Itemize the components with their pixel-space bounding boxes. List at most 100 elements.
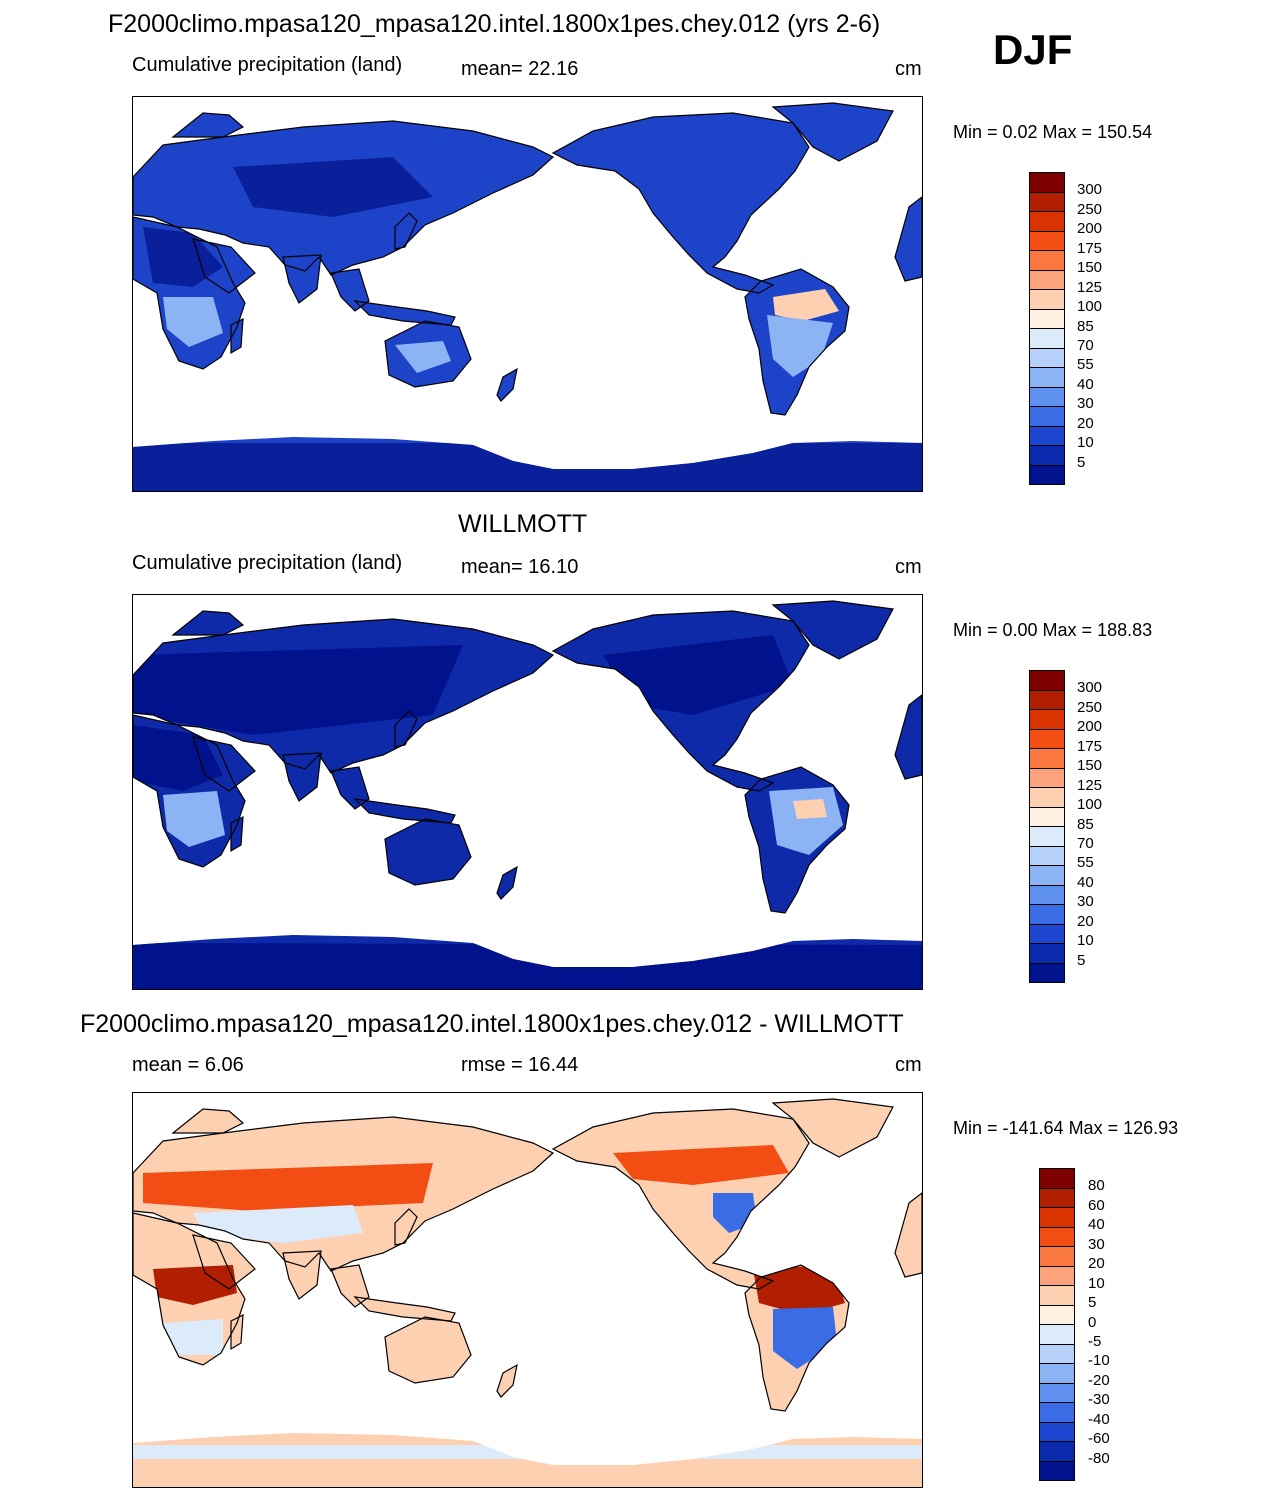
coastline <box>133 120 555 276</box>
land-antarctica <box>133 1433 922 1487</box>
colorbar-swatch <box>1030 768 1064 788</box>
colorbar-swatch <box>1030 827 1064 847</box>
colorbar-tick-label: 20 <box>1088 1255 1105 1273</box>
colorbar-tick-label: 175 <box>1077 239 1103 257</box>
colorbar-tick-label: 10 <box>1088 1274 1105 1292</box>
coastline <box>133 1212 246 1366</box>
precip-region <box>133 443 922 491</box>
colorbar-tick-label: 0 <box>1088 1313 1097 1331</box>
panel-1-map <box>132 96 923 492</box>
coastline <box>171 610 245 636</box>
colorbar-tick-label: 5 <box>1088 1294 1097 1312</box>
land-westafrica-right <box>895 197 922 281</box>
coastline <box>230 317 244 355</box>
colorbar-swatch <box>1030 788 1064 808</box>
precip-region <box>153 1265 237 1305</box>
colorbar-tick-label: 125 <box>1077 278 1103 296</box>
panel-2-minmax: Min = 0.00 Max = 188.83 <box>953 620 1153 640</box>
colorbar-swatch <box>1030 729 1064 749</box>
panel-1-variable: Cumulative precipitation (land) <box>132 54 403 76</box>
land-greenland <box>773 103 893 161</box>
colorbar-tick-label: -30 <box>1088 1391 1110 1409</box>
precip-region <box>133 1445 922 1459</box>
coastline <box>394 710 418 748</box>
colorbar-swatch <box>1030 749 1064 769</box>
coastline <box>192 1234 256 1290</box>
coastline <box>133 714 246 868</box>
coastline <box>384 1316 472 1384</box>
coastline <box>551 112 810 294</box>
colorbar-swatch <box>1030 885 1064 905</box>
panel-3-units: cm <box>895 1054 922 1076</box>
colorbar-tick-label: 40 <box>1088 1216 1105 1234</box>
colorbar-swatch <box>1030 192 1064 212</box>
colorbar-swatch <box>1040 1422 1074 1442</box>
colorbar-swatch <box>1040 1461 1074 1480</box>
colorbar-swatch <box>1030 690 1064 710</box>
colorbar-tick-label: 70 <box>1077 336 1094 354</box>
land-greenland <box>773 1099 893 1157</box>
coastline <box>496 1363 518 1398</box>
colorbar-swatch <box>1040 1227 1074 1247</box>
land-scandinavia <box>173 611 243 635</box>
colorbar-swatch <box>1030 807 1064 827</box>
panel-1-minmax: Min = 0.02 Max = 150.54 <box>953 122 1153 142</box>
precip-region <box>793 799 827 819</box>
land-india <box>283 753 321 801</box>
precip-region <box>133 725 223 791</box>
panel-3-rmse: rmse = 16.44 <box>461 1054 579 1076</box>
land-madagascar <box>231 817 243 851</box>
colorbar-swatch <box>1030 446 1064 466</box>
precip-region <box>603 635 793 715</box>
colorbar-swatch <box>1040 1344 1074 1364</box>
colorbar-swatch <box>1030 212 1064 232</box>
coastline <box>744 766 850 914</box>
precip-region <box>133 943 922 989</box>
panel-3-mean: mean = 6.06 <box>132 1054 244 1076</box>
colorbar-swatch <box>1040 1169 1074 1189</box>
land-newzealand <box>497 369 517 401</box>
precip-region <box>233 157 433 217</box>
coastline <box>192 736 256 792</box>
colorbar-swatch <box>1030 963 1064 982</box>
colorbar-tick-label: 60 <box>1088 1196 1105 1214</box>
coastline <box>384 818 472 886</box>
colorbar-swatch <box>1030 387 1064 407</box>
panel-2-colorbar <box>1029 670 1065 983</box>
colorbar-tick-label: 20 <box>1077 912 1094 930</box>
colorbar-swatch <box>1040 1364 1074 1384</box>
colorbar-swatch <box>1030 905 1064 925</box>
coastline <box>394 1208 418 1246</box>
land-northamerica <box>553 113 809 293</box>
coastline <box>133 216 246 370</box>
colorbar-tick-label: 5 <box>1077 951 1086 969</box>
colorbar-tick-label: 30 <box>1077 395 1094 413</box>
precip-region <box>193 1205 363 1243</box>
colorbar-swatch <box>1030 407 1064 427</box>
world-map <box>133 600 922 989</box>
colorbar-swatch <box>1040 1442 1074 1462</box>
colorbar-tick-label: 150 <box>1077 259 1103 277</box>
colorbar-swatch <box>1030 368 1064 388</box>
coastline <box>230 815 244 853</box>
panel-3-map <box>132 1092 923 1488</box>
coastline <box>384 320 472 388</box>
colorbar-tick-label: 30 <box>1077 893 1094 911</box>
coastline <box>771 1098 894 1158</box>
coastline <box>353 1296 456 1322</box>
land-indonesia <box>355 301 455 325</box>
colorbar-tick-label: 20 <box>1077 414 1094 432</box>
colorbar-tick-label: -60 <box>1088 1430 1110 1448</box>
panel-2-title: WILLMOTT <box>458 510 588 538</box>
land-seasia <box>331 1265 369 1307</box>
land-westafrica-right <box>895 695 922 779</box>
colorbar-swatch <box>1030 329 1064 349</box>
colorbar-tick-label: 40 <box>1077 375 1094 393</box>
colorbar-tick-label: 200 <box>1077 220 1103 238</box>
precip-region <box>133 645 463 735</box>
colorbar-tick-label: -5 <box>1088 1332 1102 1350</box>
coastline <box>894 196 922 282</box>
colorbar-tick-label: -20 <box>1088 1371 1110 1389</box>
coastline <box>894 1192 922 1278</box>
land-madagascar <box>231 1315 243 1349</box>
